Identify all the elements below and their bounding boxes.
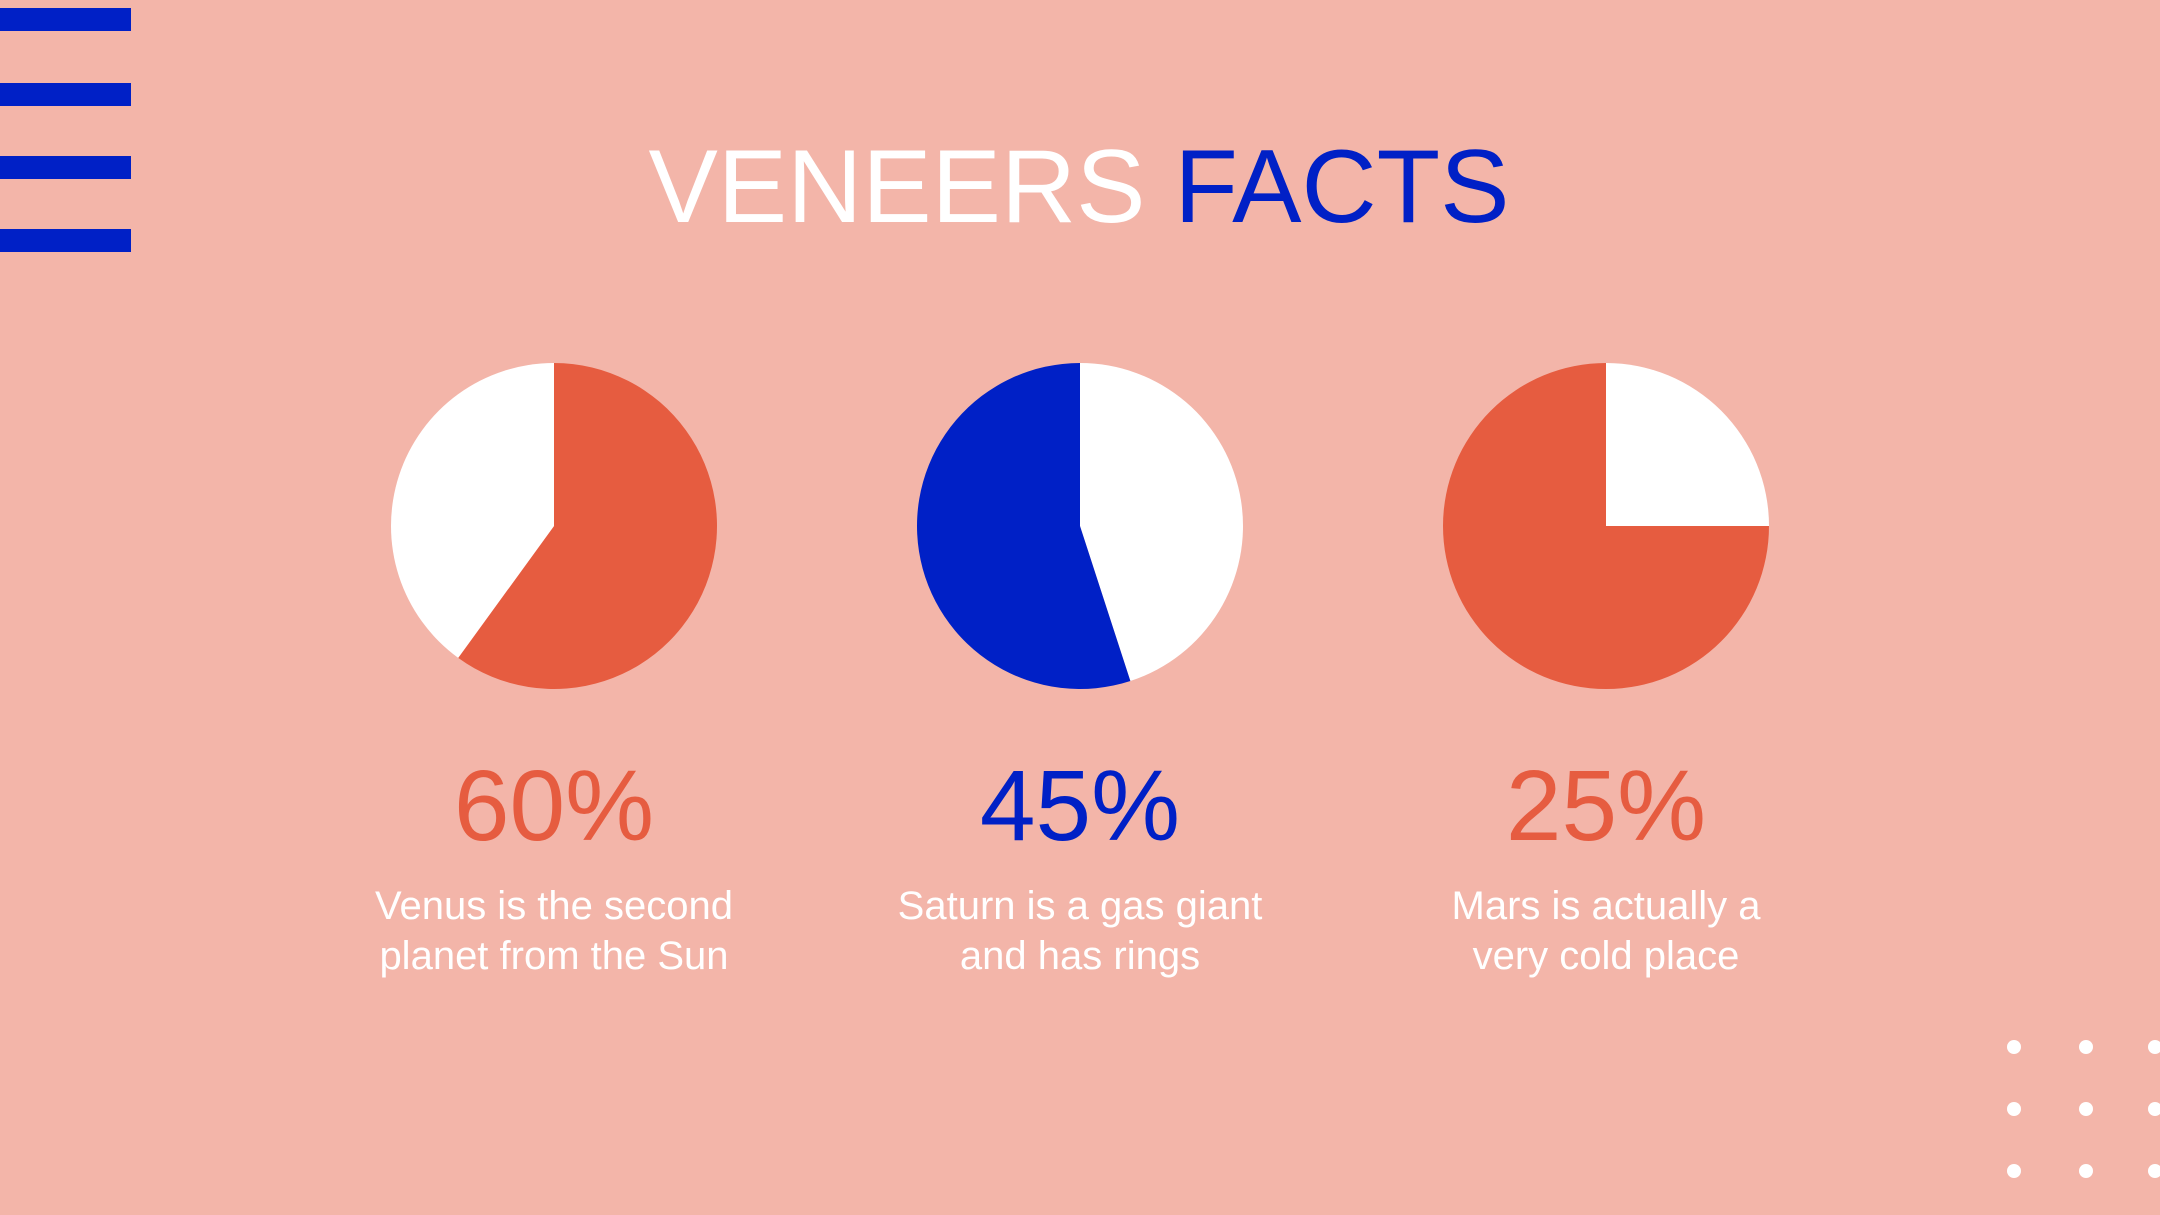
caption: Venus is the second — [375, 884, 733, 928]
value-label: 60% — [454, 750, 654, 862]
value-label: 45% — [980, 750, 1180, 862]
decor-dot — [2079, 1164, 2093, 1178]
decor-dot — [2007, 1102, 2021, 1116]
caption: Saturn is a gas giant — [898, 884, 1263, 928]
decor-bar — [0, 156, 131, 179]
pie-slice-rest — [917, 363, 1131, 689]
title-part: VENEERS — [648, 129, 1145, 245]
decor-bar — [0, 229, 131, 252]
caption: and has rings — [960, 934, 1200, 978]
decor-bar — [0, 8, 131, 31]
decor-bars — [0, 8, 131, 252]
pie-slice-rest — [391, 363, 554, 658]
decor-dots — [2007, 1040, 2160, 1178]
decor-dot — [2007, 1040, 2021, 1054]
pie-slice-rest — [1443, 363, 1769, 689]
decor-bar — [0, 83, 131, 106]
pie-slice — [1080, 363, 1244, 682]
decor-dot — [2148, 1164, 2160, 1178]
title-part: FACTS — [1174, 129, 1509, 245]
title: VENEERS FACTS — [648, 129, 1509, 245]
caption: Mars is actually a — [1452, 884, 1762, 928]
caption: planet from the Sun — [379, 934, 728, 978]
decor-dot — [2079, 1102, 2093, 1116]
decor-dot — [2007, 1164, 2021, 1178]
pie-slice — [458, 362, 717, 689]
decor-dot — [2148, 1040, 2160, 1054]
pie-slice — [1606, 363, 1769, 526]
value-label: 25% — [1506, 750, 1706, 862]
decor-dot — [2079, 1040, 2093, 1054]
caption: very cold place — [1473, 934, 1740, 978]
decor-dot — [2148, 1102, 2160, 1116]
